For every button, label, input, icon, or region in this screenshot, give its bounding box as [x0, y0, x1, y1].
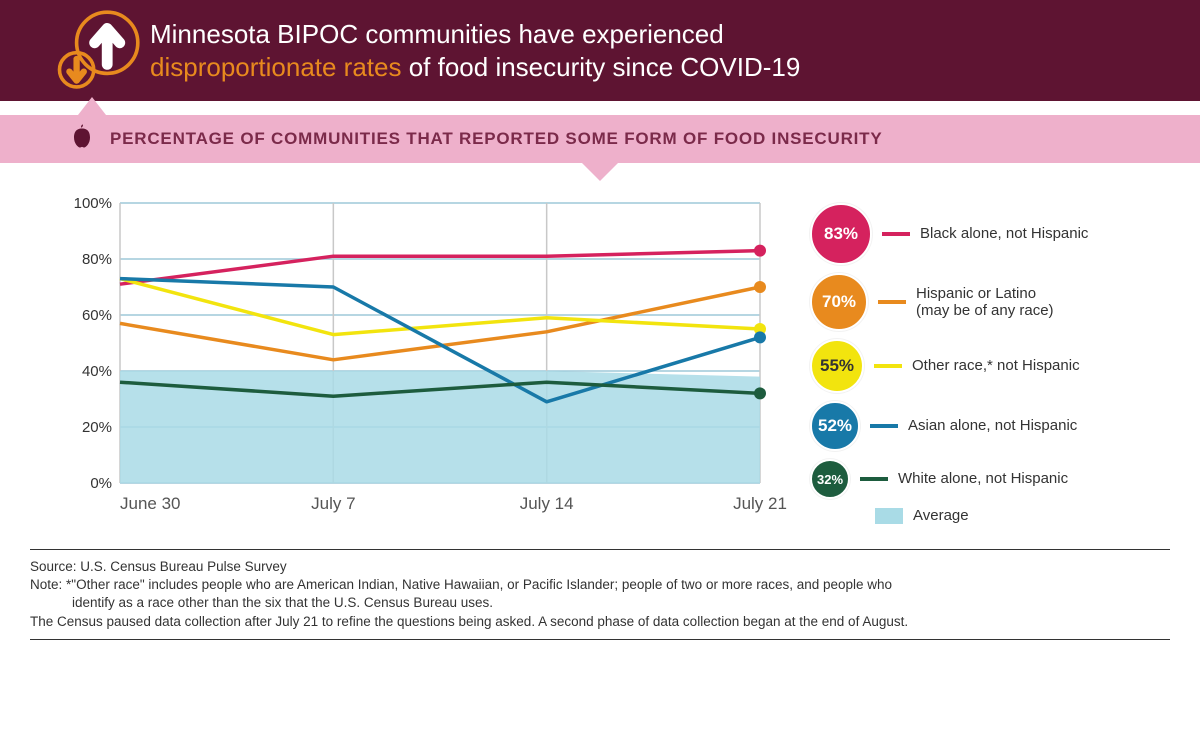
header-accent: disproportionate rates: [150, 52, 401, 82]
legend-row-hispanic: 70% Hispanic or Latino(may be of any race…: [810, 273, 1170, 331]
legend-label: Black alone, not Hispanic: [920, 225, 1088, 242]
legend-swatch: [870, 424, 898, 428]
legend-bubble: 70%: [810, 273, 868, 331]
legend-swatch: [875, 508, 903, 524]
svg-text:June 30: June 30: [120, 494, 181, 513]
legend-bubble: 32%: [810, 459, 850, 499]
svg-text:July 14: July 14: [520, 494, 574, 513]
legend-bubble: 52%: [810, 401, 860, 451]
legend-swatch: [878, 300, 906, 304]
pointer-triangle: [78, 97, 106, 115]
legend-row-avg: Average: [810, 507, 1170, 524]
line-chart: 0% 20% 40% 60% 80% 100% June 30 July 7 July 14 Ju…: [70, 193, 810, 533]
header-band: Minnesota BIPOC communities have experie…: [0, 0, 1200, 101]
legend-swatch: [874, 364, 902, 368]
legend-label: Asian alone, not Hispanic: [908, 417, 1077, 434]
legend: 83% Black alone, not Hispanic 70% Hispanic …: [810, 193, 1170, 533]
svg-text:100%: 100%: [74, 195, 112, 212]
sub-title: PERCENTAGE OF COMMUNITIES THAT REPORTED …: [110, 129, 1160, 149]
svg-text:60%: 60%: [82, 307, 112, 324]
legend-label: Other race,* not Hispanic: [912, 357, 1080, 374]
footer-note1: Note: *"Other race" includes people who …: [30, 576, 1170, 594]
legend-bubble: 83%: [810, 203, 872, 265]
apple-icon: [70, 123, 94, 156]
arrows-icon: [55, 5, 145, 95]
svg-text:20%: 20%: [82, 419, 112, 436]
svg-text:80%: 80%: [82, 251, 112, 268]
header-title: Minnesota BIPOC communities have experie…: [150, 18, 1160, 83]
sub-band: PERCENTAGE OF COMMUNITIES THAT REPORTED …: [0, 115, 1200, 163]
header-line1: Minnesota BIPOC communities have experie…: [150, 19, 724, 49]
chart-area: 0% 20% 40% 60% 80% 100% June 30 July 7 July 14 Ju…: [0, 183, 1200, 533]
svg-text:40%: 40%: [82, 363, 112, 380]
legend-label: White alone, not Hispanic: [898, 470, 1068, 487]
footer-source: Source: U.S. Census Bureau Pulse Survey: [30, 558, 1170, 576]
footer-note2: The Census paused data collection after …: [30, 613, 1170, 631]
footer-notes: Source: U.S. Census Bureau Pulse Survey …: [30, 549, 1170, 640]
legend-bubble: 55%: [810, 339, 864, 393]
header-line2-rest: of food insecurity since COVID-19: [401, 52, 800, 82]
legend-row-other: 55% Other race,* not Hispanic: [810, 339, 1170, 393]
legend-label: Average: [913, 507, 969, 524]
band-gap: [0, 101, 1200, 115]
svg-text:July 21: July 21: [733, 494, 787, 513]
legend-row-white: 32% White alone, not Hispanic: [810, 459, 1170, 499]
footer-note1b: identify as a race other than the six th…: [30, 594, 1170, 612]
svg-text:July 7: July 7: [311, 494, 355, 513]
svg-text:0%: 0%: [90, 475, 112, 492]
legend-swatch: [860, 477, 888, 481]
legend-row-asian: 52% Asian alone, not Hispanic: [810, 401, 1170, 451]
legend-label: Hispanic or Latino(may be of any race): [916, 285, 1054, 320]
legend-row-black: 83% Black alone, not Hispanic: [810, 203, 1170, 265]
legend-swatch: [882, 232, 910, 236]
